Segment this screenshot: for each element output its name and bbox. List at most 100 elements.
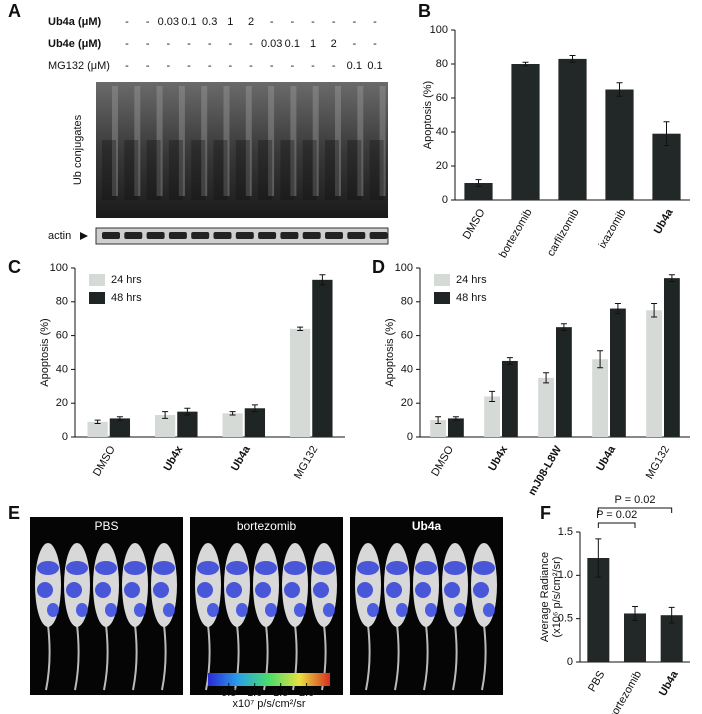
lane-label: 2 (248, 16, 254, 28)
row-label: MG132 (μM) (48, 60, 110, 72)
signal (473, 582, 489, 598)
lane-label: 1 (310, 38, 316, 50)
lane-streak (357, 86, 364, 196)
x-tick-label: mJ08-L8W (526, 443, 564, 497)
error-bar (651, 302, 658, 318)
legend-swatch (89, 292, 105, 304)
bar (587, 558, 610, 662)
panel-letter: B (418, 1, 431, 21)
lane-label: - (125, 38, 129, 50)
signal (425, 603, 437, 617)
actin-band (347, 232, 366, 239)
signal (226, 582, 242, 598)
x-tick-label: DMSO (461, 207, 488, 242)
x-tick-label: DMSO (429, 444, 456, 479)
lane-smear (146, 140, 161, 200)
signal (163, 603, 175, 617)
actin-band (146, 232, 165, 239)
lane-label: - (352, 38, 356, 50)
signal (197, 561, 219, 575)
signal (415, 561, 437, 575)
mouse-tail (161, 624, 167, 691)
lane-label: - (290, 16, 294, 28)
annotation: P = 0.02 (614, 494, 655, 506)
lane-streak (178, 86, 185, 196)
y-tick-label: 0.5 (558, 613, 573, 625)
signal (415, 582, 431, 598)
mouse-tail (45, 624, 51, 691)
y-tick-label: 80 (56, 296, 68, 308)
panel-letter: D (372, 257, 385, 277)
y-tick-label: 20 (436, 160, 448, 172)
error-bar (452, 416, 459, 421)
signal (153, 561, 175, 575)
signal (37, 582, 53, 598)
error-bar (569, 55, 576, 63)
x-tick-label: carfilzomib (545, 207, 582, 259)
signal (265, 603, 277, 617)
y-axis-label: Apoptosis (%) (422, 81, 434, 149)
actin-band (191, 232, 210, 239)
colorbar-tick-label: 1.5 (273, 687, 288, 699)
mouse-tail (481, 624, 487, 691)
bar (610, 308, 626, 437)
bar (177, 411, 198, 437)
signal (197, 582, 213, 598)
actin-band (302, 232, 321, 239)
bar (592, 359, 608, 437)
signal (124, 561, 146, 575)
lane-streak (156, 86, 163, 196)
mouse-tail (365, 624, 371, 691)
bar (511, 64, 540, 200)
y-tick-label: 0 (407, 431, 413, 443)
error-bar (597, 350, 604, 369)
y-tick-label: 20 (56, 397, 68, 409)
signal (66, 582, 82, 598)
bar (109, 418, 131, 437)
y-axis-label: (x10⁶ p/s/cm²/sr) (551, 557, 563, 638)
actin-band (258, 232, 277, 239)
error-bar (251, 404, 258, 413)
panel-letter: E (8, 503, 20, 523)
bar (558, 58, 587, 201)
signal (396, 603, 408, 617)
bar (664, 278, 680, 437)
error-bar (184, 407, 191, 416)
lane-streak (268, 86, 275, 196)
lane-label: - (249, 38, 253, 50)
bar (448, 418, 464, 437)
y-tick-label: 60 (401, 330, 413, 342)
lane-label: 0.03 (261, 38, 282, 50)
mouse-tail (132, 624, 138, 691)
lane-smear (168, 140, 183, 200)
actin-band (235, 232, 254, 239)
blot-lanes (102, 86, 386, 200)
lane-label: - (187, 60, 191, 72)
error-bar (663, 121, 670, 147)
lane-streak (201, 86, 208, 196)
lane-label: - (332, 16, 336, 28)
lane-streak (134, 86, 141, 196)
bar (556, 327, 572, 437)
error-bar (522, 61, 529, 67)
panel-letter: C (8, 257, 21, 277)
bar (312, 279, 333, 437)
lane-label: - (146, 38, 150, 50)
x-tick-label: ixazomib (597, 207, 629, 251)
error-bar (297, 326, 304, 332)
legend-label: 24 hrs (456, 274, 487, 286)
error-bar (489, 390, 496, 403)
blot-label: Ub conjugates (72, 114, 84, 185)
lane-label: - (270, 16, 274, 28)
lane-label: 0.3 (202, 16, 217, 28)
lane-label: - (228, 60, 232, 72)
signal (323, 603, 335, 617)
bar (464, 183, 493, 200)
lane-label: 0.1 (347, 60, 362, 72)
actin-band (124, 232, 143, 239)
bar (430, 420, 446, 437)
x-tick-label: MG132 (644, 444, 672, 481)
y-tick-label: 40 (401, 363, 413, 375)
lane-label: - (311, 16, 315, 28)
signal (444, 561, 466, 575)
